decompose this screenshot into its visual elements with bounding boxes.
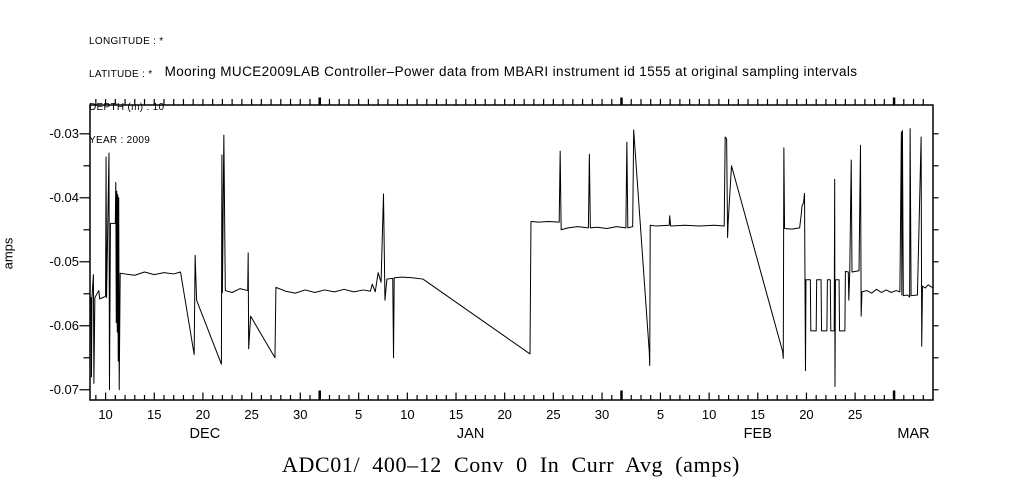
x-tick-label: 5 — [657, 407, 664, 422]
x-tick-label: 10 — [400, 407, 414, 422]
y-tick-label: -0.07 — [49, 382, 79, 397]
y-tick-label: -0.04 — [49, 190, 79, 205]
x-tick-label: 25 — [848, 407, 862, 422]
month-label: MAR — [897, 426, 929, 442]
x-tick-label: 30 — [595, 407, 609, 422]
x-tick-label: 10 — [702, 407, 716, 422]
y-tick-label: -0.06 — [49, 318, 79, 333]
x-tick-label: 15 — [449, 407, 463, 422]
metadata-line-latitude: LATITUDE : * — [89, 69, 153, 80]
x-tick-label: 20 — [497, 407, 511, 422]
y-tick-label: -0.05 — [49, 254, 79, 269]
plot-title: Mooring MUCE2009LAB Controller–Power dat… — [164, 64, 858, 79]
metadata-line-depth: DEPTH (m) : 10 — [89, 102, 165, 113]
metadata-line-longitude: LONGITUDE : * — [89, 36, 164, 47]
x-tick-label: 5 — [355, 407, 362, 422]
month-label: JAN — [457, 426, 484, 442]
month-label: DEC — [190, 426, 221, 442]
x-tick-label: 25 — [244, 407, 258, 422]
x-tick-label: 15 — [147, 407, 161, 422]
plot-border — [89, 104, 934, 401]
data-line — [90, 128, 933, 391]
month-label: FEB — [744, 426, 772, 442]
x-tick-label: 15 — [751, 407, 765, 422]
x-tick-label: 10 — [98, 407, 112, 422]
x-tick-label: 25 — [546, 407, 560, 422]
metadata-line-year: YEAR : 2009 — [89, 135, 151, 146]
x-tick-label: 30 — [293, 407, 307, 422]
series-title: ADC01/ 400–12 Conv 0 In Curr Avg (amps) — [282, 452, 740, 477]
x-tick-label: 20 — [799, 407, 813, 422]
y-tick-label: -0.03 — [49, 126, 79, 141]
metadata-block: LONGITUDE : * LATITUDE : * DEPTH (m) : 1… — [89, 14, 164, 168]
x-tick-label: 20 — [196, 407, 210, 422]
